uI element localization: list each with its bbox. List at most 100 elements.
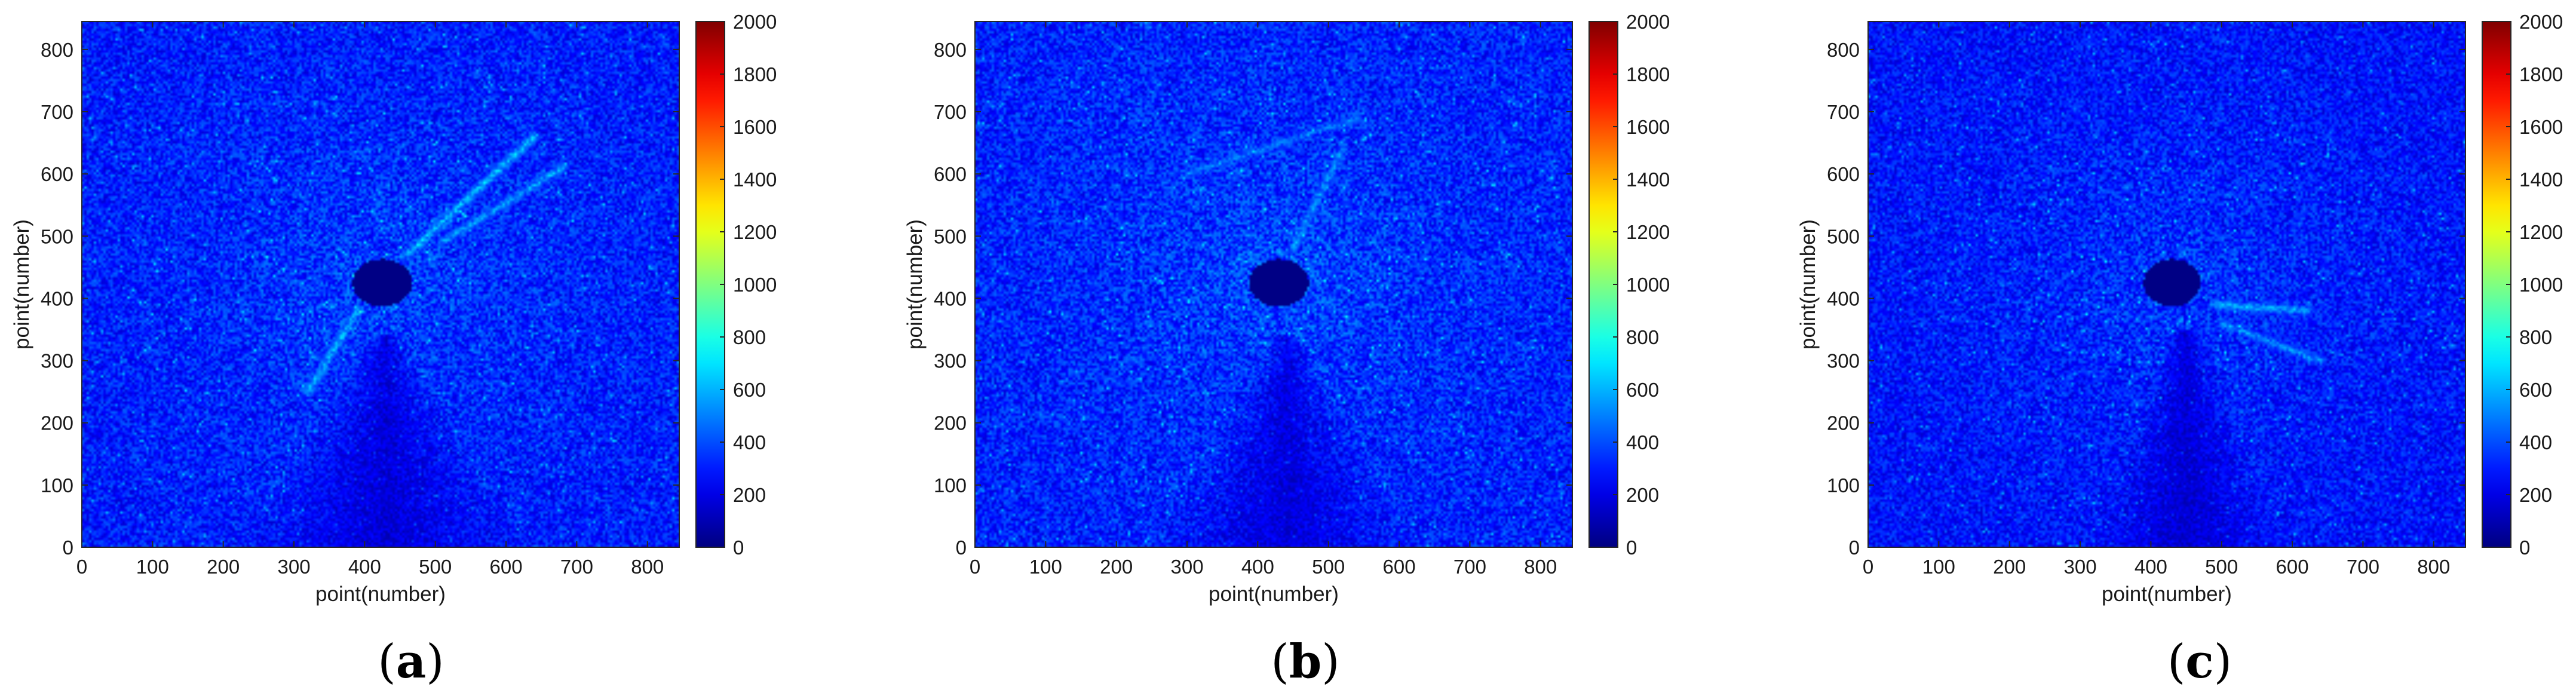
y-tick-label: 200 (934, 412, 967, 434)
panel-a: 0 100 200 300 400 500 600 700 800 0 100 200 300 400 50… (0, 0, 858, 699)
x-tick-label: 300 (1170, 556, 1203, 578)
x-tick-label: 400 (2135, 556, 2167, 578)
colorbar-tick-label: 1800 (1626, 63, 1670, 85)
y-tick-label: 100 (934, 474, 967, 496)
y-tick-label: 700 (41, 101, 73, 123)
x-tick-label: 0 (970, 556, 980, 578)
colorbar-tick-label: 0 (733, 536, 744, 559)
x-tick-label: 200 (207, 556, 240, 578)
x-tick-label: 300 (277, 556, 310, 578)
colorbar-tick-label: 800 (733, 326, 766, 348)
chart-svg-c: 0 100 200 300 400 500 600 700 800 0 100 200 300 400 50… (1796, 11, 2563, 606)
y-tick-label: 500 (934, 225, 967, 247)
colorbar-tick-label: 600 (733, 379, 766, 401)
plot-frame (974, 21, 1573, 548)
x-tick-label: 600 (1383, 556, 1416, 578)
y-tick-label: 600 (41, 163, 73, 185)
y-tick-label: 700 (934, 101, 967, 123)
x-tick-label: 400 (348, 556, 381, 578)
colorbar-tick-label: 1600 (2519, 116, 2563, 138)
colorbar-tick-label: 200 (1626, 484, 1659, 506)
y-tick-label: 500 (41, 225, 73, 247)
x-tick-label: 800 (631, 556, 664, 578)
x-tick-label: 100 (1922, 556, 1955, 578)
colorbar-tick-label: 1000 (733, 274, 777, 296)
y-tick-label: 100 (1827, 474, 1860, 496)
colorbar-tick-label: 2000 (2519, 11, 2563, 33)
colorbar-tick-label: 800 (1626, 326, 1659, 348)
colorbar-tick-label: 1600 (733, 116, 777, 138)
colorbar-tick-label: 1000 (1626, 274, 1670, 296)
x-tick-label: 700 (560, 556, 593, 578)
panel-label-a: (a) (378, 634, 444, 689)
colorbar-tick-label: 0 (1626, 536, 1637, 559)
heatmap-image (1868, 22, 2465, 547)
x-tick-label: 100 (1029, 556, 1062, 578)
colorbar-tick-label: 800 (2519, 326, 2552, 348)
y-tick-label: 200 (1827, 412, 1860, 434)
colorbar-tick-label: 200 (733, 484, 766, 506)
colorbar-tick-label: 1000 (2519, 274, 2563, 296)
panel-label-b: (b) (1271, 634, 1340, 689)
colorbar-tick-label: 0 (2519, 536, 2530, 559)
x-tick-label: 200 (1100, 556, 1133, 578)
x-tick-label: 800 (1524, 556, 1557, 578)
colorbar-tick-label: 200 (2519, 484, 2552, 506)
y-tick-label: 700 (1827, 101, 1860, 123)
y-axis-title: point(number) (903, 219, 927, 350)
plot-frame (1867, 21, 2466, 548)
x-tick-label: 0 (76, 556, 87, 578)
x-tick-label: 0 (1863, 556, 1873, 578)
y-tick-label: 800 (41, 39, 73, 61)
colorbar-tick-label: 1400 (1626, 168, 1670, 191)
x-tick-label: 400 (1241, 556, 1274, 578)
colorbar-tick-label: 1200 (1626, 221, 1670, 243)
x-tick-label: 500 (2205, 556, 2238, 578)
y-tick-label: 800 (934, 39, 967, 61)
colorbar-tick-label: 600 (1626, 379, 1659, 401)
y-tick-label: 600 (1827, 163, 1860, 185)
y-tick-label: 300 (41, 350, 73, 372)
y-tick-label: 200 (41, 412, 73, 434)
y-axis-title: point(number) (10, 219, 33, 350)
x-axis-title: point(number) (1209, 582, 1339, 606)
colorbar-tick-label: 1800 (2519, 63, 2563, 85)
y-tick-label: 0 (1849, 536, 1860, 559)
x-axis-title: point(number) (315, 582, 446, 606)
colorbar-tick-label: 1200 (733, 221, 777, 243)
y-tick-label: 500 (1827, 225, 1860, 247)
colorbar-tick-label: 1600 (1626, 116, 1670, 138)
y-tick-label: 0 (956, 536, 967, 559)
y-tick-label: 800 (1827, 39, 1860, 61)
colorbar-tick-label: 1400 (2519, 168, 2563, 191)
x-tick-label: 300 (2063, 556, 2096, 578)
x-tick-label: 600 (2276, 556, 2309, 578)
chart-svg-a: 0 100 200 300 400 500 600 700 800 0 100 200 300 400 50… (10, 11, 777, 606)
colorbar-tick-label: 600 (2519, 379, 2552, 401)
panel-b: 0 100 200 300 400 500 600 700 800 0 100 200 300 400 50… (893, 0, 1752, 699)
colorbar-tick-label: 2000 (1626, 11, 1670, 33)
heatmap-image (975, 22, 1572, 547)
y-tick-label: 300 (934, 350, 967, 372)
colorbar-tick-label: 400 (2519, 431, 2552, 453)
x-tick-label: 500 (419, 556, 452, 578)
plot-frame (81, 21, 680, 548)
colorbar-tick-label: 2000 (733, 11, 777, 33)
x-tick-label: 700 (2347, 556, 2379, 578)
x-tick-label: 100 (136, 556, 169, 578)
x-axis-title: point(number) (2102, 582, 2232, 606)
x-tick-label: 700 (1453, 556, 1486, 578)
x-tick-label: 800 (2417, 556, 2450, 578)
colorbar-tick-label: 400 (733, 431, 766, 453)
chart-svg-b: 0 100 200 300 400 500 600 700 800 0 100 200 300 400 50… (903, 11, 1670, 606)
y-tick-label: 600 (934, 163, 967, 185)
y-tick-label: 400 (1827, 287, 1860, 309)
panel-c: 0 100 200 300 400 500 600 700 800 0 100 200 300 400 50… (1786, 0, 2576, 699)
colorbar-tick-label: 400 (1626, 431, 1659, 453)
colorbar-tick-label: 1200 (2519, 221, 2563, 243)
colorbar-tick-label: 1400 (733, 168, 777, 191)
x-tick-label: 200 (1993, 556, 2026, 578)
x-tick-label: 600 (490, 556, 523, 578)
colorbar-tick-label: 1800 (733, 63, 777, 85)
y-axis-title: point(number) (1796, 219, 1820, 350)
